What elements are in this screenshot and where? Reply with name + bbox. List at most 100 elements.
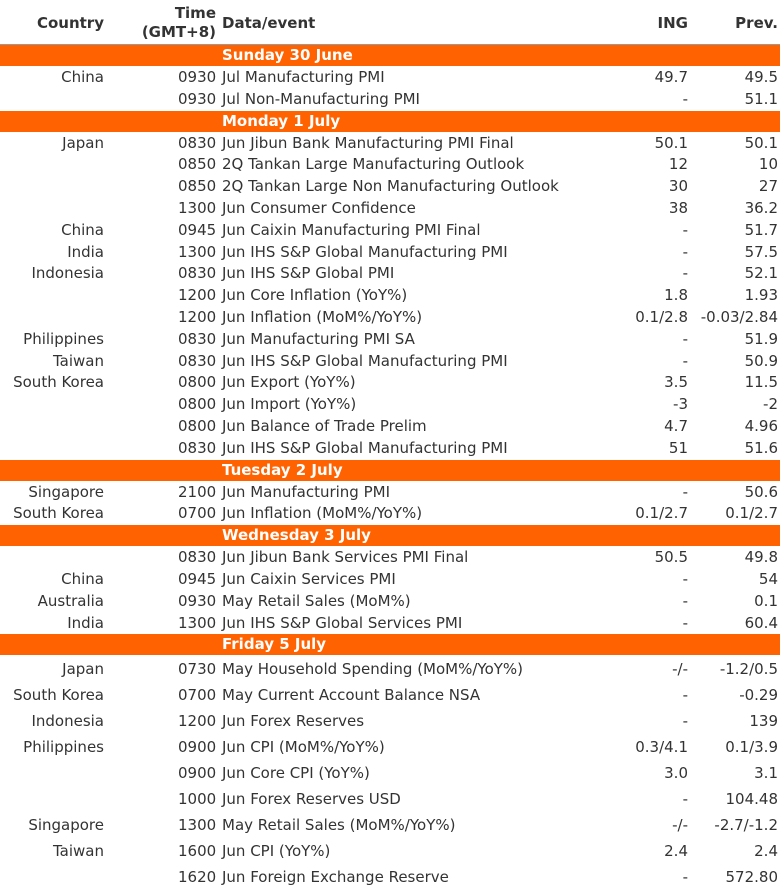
event-cell: May Household Spending (MoM%/YoY%) <box>222 660 524 679</box>
ing-forecast-cell: 49.7 <box>654 68 688 86</box>
header-country: Country <box>36 14 104 32</box>
time-cell: 0945 <box>178 569 217 588</box>
time-cell: 0830 <box>178 548 217 567</box>
previous-value-cell: 0.1/3.9 <box>725 738 778 757</box>
table-row: Taiwan 0830 Jun IHS S&P Global Manufacturi… <box>0 351 780 373</box>
event-cell: Jun Forex Reserves <box>222 712 365 731</box>
time-cell: 0945 <box>178 220 217 239</box>
table-row: 0830 Jun Jibun Bank Services PMI Final 50.… <box>0 547 780 569</box>
event-cell: Jun CPI (YoY%) <box>222 842 331 861</box>
ing-forecast-cell: -/- <box>672 660 688 679</box>
ing-forecast-cell: -3 <box>673 395 688 414</box>
time-cell: 1600 <box>178 842 217 861</box>
table-row: 0800 Jun Import (YoY%) -3 -2 <box>0 394 780 416</box>
event-cell: Jun CPI (MoM%/YoY%) <box>222 738 385 757</box>
ing-forecast-cell: 30 <box>668 177 688 196</box>
event-cell: Jun Inflation (MoM%/YoY%) <box>222 307 423 326</box>
previous-value-cell: 10 <box>758 155 778 174</box>
country-cell: Taiwan <box>52 842 104 861</box>
time-cell: 0730 <box>178 660 217 679</box>
time-cell: 1200 <box>178 286 217 305</box>
header-time-line2: (GMT+8) <box>141 23 216 41</box>
previous-value-cell: 52.1 <box>744 264 778 283</box>
time-cell: 1300 <box>178 242 217 261</box>
time-cell: 0900 <box>178 764 217 783</box>
previous-value-cell: 54 <box>758 569 778 588</box>
table-row: Japan 0830 Jun Jibun Bank Manufacturing PM… <box>0 133 780 155</box>
event-cell: May Retail Sales (MoM%) <box>222 591 411 610</box>
table-row: Indonesia 1200 Jun Forex Reserves - 139 <box>0 708 780 734</box>
event-cell: Jun Core Inflation (YoY%) <box>222 286 408 305</box>
previous-value-cell: 572.80 <box>725 868 779 887</box>
country-cell: Philippines <box>23 738 104 757</box>
previous-value-cell: 50.1 <box>744 133 778 152</box>
event-cell: Jun Inflation (MoM%/YoY%) <box>222 504 423 523</box>
event-cell: Jun Export (YoY%) <box>222 373 356 392</box>
country-cell: Japan <box>62 660 104 679</box>
ing-forecast-cell: 3.0 <box>664 764 688 783</box>
table-row: Indonesia 0830 Jun IHS S&P Global PMI - 52.1 <box>0 263 780 285</box>
table-row: 1200 Jun Inflation (MoM%/YoY%) 0.1/2.8 -0.0… <box>0 307 780 329</box>
previous-value-cell: 50.9 <box>744 351 778 370</box>
ing-forecast-cell: -/- <box>672 816 688 835</box>
ing-forecast-cell: - <box>682 790 688 809</box>
country-cell: Taiwan <box>52 351 104 370</box>
ing-forecast-cell: 0.3/4.1 <box>635 738 688 757</box>
table-row: 0930 Jul Non-Manufacturing PMI - 51.1 <box>0 89 780 111</box>
ing-forecast-cell: 12 <box>668 155 688 174</box>
time-cell: 1000 <box>178 790 217 809</box>
ing-forecast-cell: - <box>682 868 688 887</box>
table-row: Philippines 0830 Jun Manufacturing PMI SA -… <box>0 329 780 351</box>
header-time-line1: Time <box>174 4 216 22</box>
previous-value-cell: -0.29 <box>739 686 778 705</box>
table-row: China 0930 Jul Manufacturing PMI 49.7 49.5 <box>0 67 780 89</box>
previous-value-cell: 57.5 <box>744 242 778 261</box>
time-cell: 0700 <box>178 504 217 523</box>
time-cell: 0830 <box>178 264 217 283</box>
table-row: 1200 Jun Core Inflation (YoY%) 1.8 1.93 <box>0 285 780 307</box>
time-cell: 1300 <box>178 816 217 835</box>
previous-value-cell: 51.9 <box>744 329 778 348</box>
time-cell: 1300 <box>178 198 217 217</box>
event-cell: Jun Jibun Bank Services PMI Final <box>222 548 469 567</box>
table-row: 0900 Jun Core CPI (YoY%) 3.0 3.1 <box>0 760 780 786</box>
event-cell: May Current Account Balance NSA <box>222 686 481 705</box>
event-cell: Jun Balance of Trade Prelim <box>222 416 427 435</box>
ing-forecast-cell: - <box>682 482 688 501</box>
table-row: 1620 Jun Foreign Exchange Reserve - 572.80 <box>0 864 780 890</box>
country-cell: China <box>61 68 104 86</box>
time-cell: 0850 <box>178 155 217 174</box>
previous-value-cell: 50.6 <box>744 482 778 501</box>
ing-forecast-cell: - <box>682 712 688 731</box>
ing-forecast-cell: 0.1/2.7 <box>635 504 688 523</box>
previous-value-cell: -1.2/0.5 <box>719 660 778 679</box>
event-cell: Jun Import (YoY%) <box>222 395 357 414</box>
ing-forecast-cell: 4.7 <box>664 416 688 435</box>
ing-forecast-cell: 3.5 <box>664 373 688 392</box>
country-cell: Singapore <box>28 816 104 835</box>
table-header: Country Time (GMT+8) Data/event ING Prev… <box>0 0 780 45</box>
time-cell: 2100 <box>178 482 217 501</box>
ing-forecast-cell: - <box>682 613 688 632</box>
ing-forecast-cell: - <box>682 242 688 261</box>
time-cell: 0930 <box>178 68 217 86</box>
country-cell: India <box>67 613 104 632</box>
country-cell: Indonesia <box>31 264 104 283</box>
day-section-header: Sunday 30 June <box>0 45 780 67</box>
table-row: China 0945 Jun Caixin Services PMI - 54 <box>0 569 780 591</box>
country-cell: South Korea <box>13 504 104 523</box>
previous-value-cell: 3.1 <box>754 764 778 783</box>
table-row: South Korea 0700 Jun Inflation (MoM%/YoY%)… <box>0 503 780 525</box>
event-cell: Jul Manufacturing PMI <box>222 68 385 86</box>
country-cell: South Korea <box>13 686 104 705</box>
country-cell: Australia <box>37 591 104 610</box>
time-cell: 0930 <box>178 89 217 108</box>
time-cell: 0900 <box>178 738 217 757</box>
event-cell: May Retail Sales (MoM%/YoY%) <box>222 816 456 835</box>
table-row: Taiwan 1600 Jun CPI (YoY%) 2.4 2.4 <box>0 838 780 864</box>
previous-value-cell: 60.4 <box>744 613 778 632</box>
event-cell: Jun IHS S&P Global Services PMI <box>222 613 463 632</box>
table-row: 1300 Jun Consumer Confidence 38 36.2 <box>0 198 780 220</box>
previous-value-cell: -2.7/-1.2 <box>714 816 778 835</box>
event-cell: Jun Consumer Confidence <box>222 198 416 217</box>
